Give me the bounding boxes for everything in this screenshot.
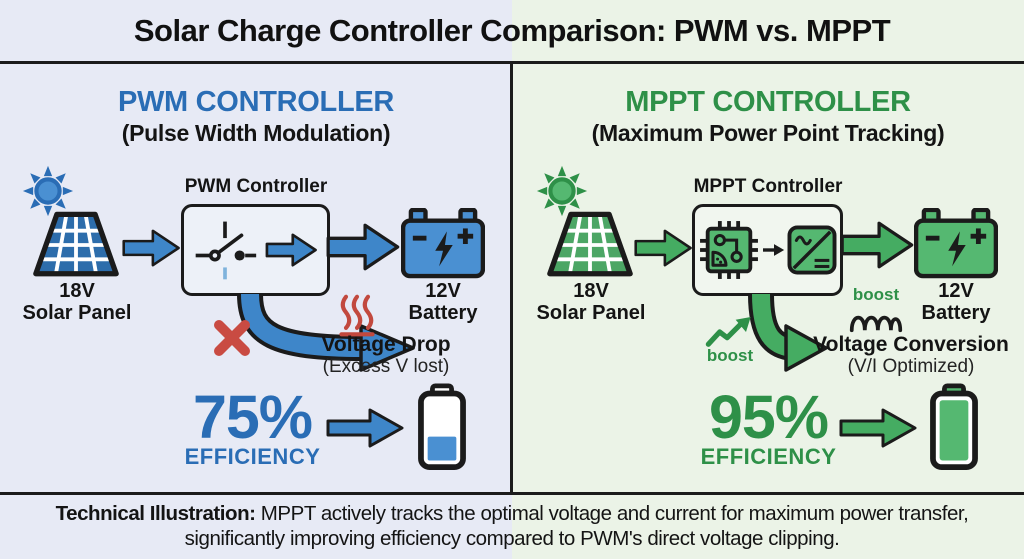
pwm-loss-subtitle: (Excess V lost) xyxy=(322,356,450,377)
caption-body: MPPT actively tracks the optimal voltage… xyxy=(184,502,969,551)
mppt-heading: MPPT CONTROLLER xyxy=(625,86,911,118)
mppt-controller-box xyxy=(692,204,843,296)
mppt-source-label: Solar Panel xyxy=(536,302,646,324)
arrow-right-icon xyxy=(762,244,784,256)
switch-icon xyxy=(195,221,256,280)
pwm-efficiency-label: EFFICIENCY xyxy=(184,444,321,469)
vertical-divider-line xyxy=(510,61,513,495)
x-mark-icon xyxy=(214,320,250,356)
page-title: Solar Charge Controller Comparison: PWM … xyxy=(133,13,891,48)
mppt-subheading: (Maximum Power Point Tracking) xyxy=(591,120,945,146)
mppt-source-voltage: 18V xyxy=(573,280,609,302)
mppt-battery-label: Battery xyxy=(921,302,991,324)
chip-icon xyxy=(699,221,758,279)
arrow-right-icon xyxy=(634,229,692,267)
voltage-conversion-arrow xyxy=(748,294,828,372)
pwm-heading: PWM CONTROLLER xyxy=(117,86,395,118)
mppt-boost-side-label: boost xyxy=(706,346,754,365)
pwm-controller-label: PWM Controller xyxy=(184,176,328,197)
pwm-loss-title: Voltage Drop xyxy=(321,333,451,356)
pwm-battery-voltage: 12V xyxy=(425,280,461,302)
boost-trend-arrow-icon xyxy=(705,316,751,347)
pwm-source-label: Solar Panel xyxy=(22,302,132,324)
battery-level-low-icon xyxy=(418,383,466,471)
mppt-efficiency-value: 95% xyxy=(708,383,829,451)
sun-icon xyxy=(536,165,588,217)
pwm-battery-label: Battery xyxy=(408,302,478,324)
battery-level-full-icon xyxy=(930,383,978,471)
solar-panel-icon xyxy=(33,211,119,277)
arrow-right-icon xyxy=(326,223,400,271)
inductor-coil-icon xyxy=(849,315,903,333)
mppt-conversion-subtitle: (V/I Optimized) xyxy=(847,356,975,377)
arrow-right-icon xyxy=(265,233,318,267)
mppt-controller-label: MPPT Controller xyxy=(693,176,843,197)
dc-converter-icon xyxy=(787,225,837,275)
sun-icon xyxy=(22,165,74,217)
arrow-right-icon xyxy=(122,229,180,267)
pwm-subheading: (Pulse Width Modulation) xyxy=(121,120,391,146)
mppt-conversion-title: Voltage Conversion xyxy=(813,333,1009,356)
mppt-efficiency-label: EFFICIENCY xyxy=(700,444,837,469)
caption-prefix: Technical Illustration: xyxy=(55,502,256,525)
battery-icon xyxy=(914,208,998,279)
caption: Technical Illustration: MPPT actively tr… xyxy=(30,501,994,551)
pwm-efficiency-value: 75% xyxy=(192,383,313,451)
pwm-source-voltage: 18V xyxy=(59,280,95,302)
heat-icon xyxy=(339,294,375,337)
voltage-drop-arrow xyxy=(237,294,415,372)
mppt-boost-top-label: boost xyxy=(852,285,900,304)
battery-icon xyxy=(401,208,485,279)
arrow-right-icon xyxy=(326,408,404,448)
arrow-right-icon xyxy=(840,221,914,269)
solar-panel-icon xyxy=(547,211,633,277)
pwm-controller-box xyxy=(181,204,330,296)
mppt-battery-voltage: 12V xyxy=(938,280,974,302)
arrow-right-icon xyxy=(839,408,917,448)
